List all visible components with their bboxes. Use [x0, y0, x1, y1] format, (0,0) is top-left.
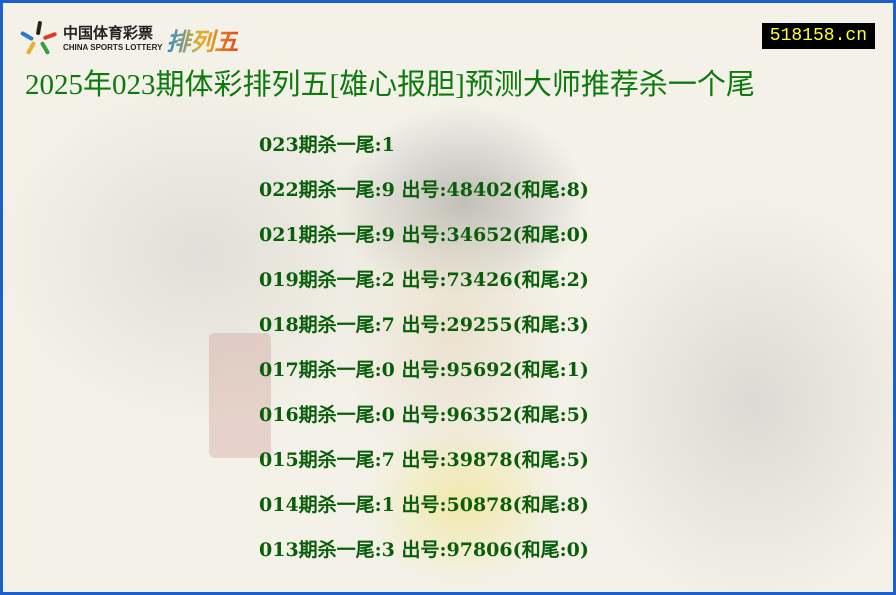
- prediction-list: 023期杀一尾:1 022期杀一尾:9 出号:48402(和尾:8) 021期杀…: [259, 131, 589, 581]
- list-item: 022期杀一尾:9 出号:48402(和尾:8): [259, 179, 589, 201]
- list-item: 016期杀一尾:0 出号:96352(和尾:5): [259, 404, 589, 426]
- list-item: 021期杀一尾:9 出号:34652(和尾:0): [259, 224, 589, 246]
- list-item: 014期杀一尾:1 出号:50878(和尾:8): [259, 494, 589, 516]
- site-badge[interactable]: 518158.cn: [761, 23, 875, 49]
- background-seal-image: [209, 333, 271, 458]
- page-title: 2025年023期体彩排列五[雄心报胆]预测大师推荐杀一个尾: [25, 69, 755, 101]
- list-item: 018期杀一尾:7 出号:29255(和尾:3): [259, 314, 589, 336]
- list-item: 019期杀一尾:2 出号:73426(和尾:2): [259, 269, 589, 291]
- logo-game-name: 排列五: [166, 22, 238, 57]
- logo-cn-text: 中国体育彩票: [63, 24, 154, 42]
- list-item: 013期杀一尾:3 出号:97806(和尾:0): [259, 539, 589, 561]
- logo-en-text: CHINA SPORTS LOTTERY: [63, 43, 163, 52]
- lottery-star-icon: [19, 20, 58, 57]
- list-item: 023期杀一尾:1: [259, 134, 395, 156]
- list-item: 015期杀一尾:7 出号:39878(和尾:5): [259, 449, 589, 471]
- china-sports-lottery-logo: 中国体育彩票 CHINA SPORTS LOTTERY 排列五: [19, 20, 238, 57]
- list-item: 017期杀一尾:0 出号:95692(和尾:1): [259, 359, 589, 381]
